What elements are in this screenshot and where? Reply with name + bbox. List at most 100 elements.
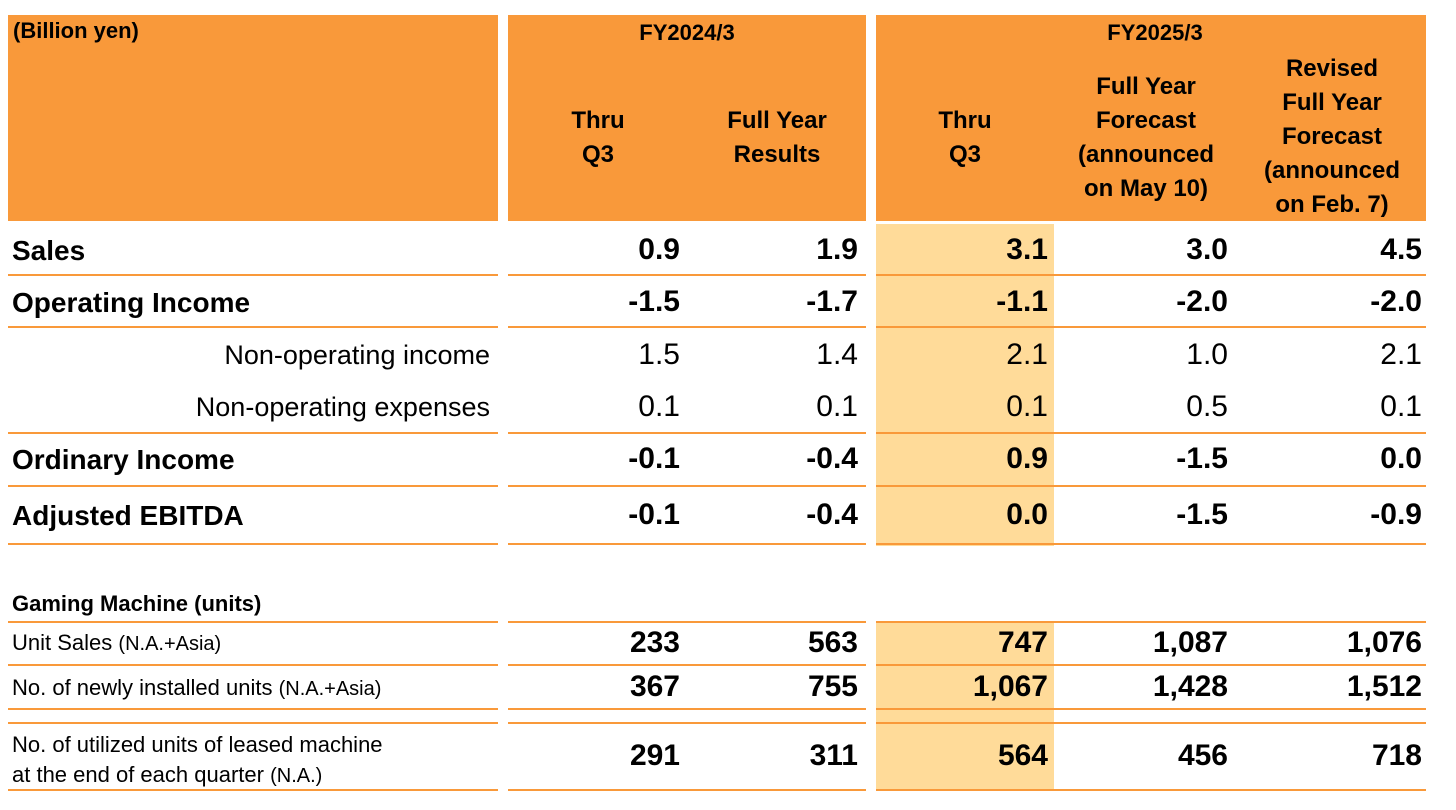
col-header-line: (announced xyxy=(1078,141,1214,168)
cell: 367 xyxy=(629,670,680,703)
cell: 755 xyxy=(807,670,858,703)
col-header-line: on May 10) xyxy=(1083,175,1209,202)
row-divider xyxy=(876,664,1426,666)
row-divider xyxy=(8,789,498,791)
col-header-line: Full Year xyxy=(1282,89,1382,116)
row-divider xyxy=(876,274,1426,276)
cell: 0.9 xyxy=(1006,442,1048,475)
row-label-adjusted-ebitda: Adjusted EBITDA xyxy=(12,500,244,531)
cell: 0.5 xyxy=(1186,390,1228,423)
cell: -2.0 xyxy=(1176,285,1228,318)
col-header-line: Forecast xyxy=(1095,107,1197,134)
header-fy2025-cell xyxy=(876,15,1426,221)
row-divider xyxy=(876,432,1426,434)
label-text: No. of newly installed units xyxy=(12,675,273,700)
cell: 0.1 xyxy=(1380,390,1422,423)
label-note: (N.A.+Asia) xyxy=(118,633,222,655)
cell: 718 xyxy=(1371,739,1422,772)
row-divider xyxy=(8,485,498,487)
cell: 747 xyxy=(997,626,1048,659)
cell: 0.9 xyxy=(638,233,680,266)
col-header-line: (announced xyxy=(1264,157,1400,184)
col-header-line: Full Year xyxy=(727,107,827,134)
row-divider xyxy=(508,485,866,487)
col-header-line: Q3 xyxy=(581,141,614,168)
col-full-year-results: Full Year Results xyxy=(688,104,866,172)
row-divider xyxy=(8,621,498,623)
col-full-year-forecast: Full Year Forecast (announced on May 10) xyxy=(1054,70,1238,206)
cell: 1,087 xyxy=(1152,626,1228,659)
row-label-ordinary-income: Ordinary Income xyxy=(12,444,235,475)
label-text: at the end of each quarter xyxy=(12,762,264,787)
row-divider xyxy=(8,326,498,328)
cell: 1.0 xyxy=(1186,338,1228,371)
col-header-line: Thru xyxy=(938,107,992,134)
cell: 1.9 xyxy=(816,233,858,266)
cell: -1.5 xyxy=(628,285,680,318)
cell: 0.1 xyxy=(1006,390,1048,423)
cell: 311 xyxy=(809,739,858,772)
unit-label: (Billion yen) xyxy=(13,18,139,43)
cell: 1,067 xyxy=(972,670,1048,703)
row-label-non-operating-expenses: Non-operating expenses xyxy=(195,392,490,422)
label-note: (N.A.) xyxy=(270,765,323,787)
cell: 4.5 xyxy=(1380,233,1422,266)
col-header-line: Results xyxy=(733,141,821,168)
row-divider xyxy=(508,432,866,434)
row-divider xyxy=(508,543,866,545)
row-label-newly-installed: No. of newly installed units (N.A.+Asia) xyxy=(12,675,381,701)
row-divider xyxy=(8,432,498,434)
cell: 0.0 xyxy=(1006,498,1048,531)
cell: 0.1 xyxy=(816,390,858,423)
cell: -1.5 xyxy=(1176,442,1228,475)
cell: -0.4 xyxy=(806,498,858,531)
col-header-line: Revised xyxy=(1285,55,1379,82)
row-divider xyxy=(876,708,1426,710)
row-divider xyxy=(876,543,1426,545)
highlight-column-bottom xyxy=(876,622,1054,790)
row-divider xyxy=(508,789,866,791)
row-divider xyxy=(508,708,866,710)
row-label-operating-income: Operating Income xyxy=(12,287,251,318)
cell: 456 xyxy=(1177,739,1228,772)
row-divider xyxy=(876,326,1426,328)
row-divider xyxy=(508,722,866,724)
cell: 1,428 xyxy=(1152,670,1228,703)
cell: 2.1 xyxy=(1380,338,1422,371)
cell: 3.0 xyxy=(1186,233,1228,266)
cell: -0.1 xyxy=(628,442,680,475)
col-header-line: Full Year xyxy=(1096,73,1196,100)
col-header-line: Thru xyxy=(571,107,625,134)
row-divider xyxy=(876,722,1426,724)
header-fy2024-cell xyxy=(508,15,866,221)
row-divider xyxy=(508,621,866,623)
cell: -1.7 xyxy=(806,285,858,318)
label-text: Unit Sales xyxy=(12,630,113,655)
row-divider xyxy=(8,543,498,545)
row-divider xyxy=(508,664,866,666)
gaming-section-title: Gaming Machine (units) xyxy=(12,591,262,616)
cell: -1.5 xyxy=(1176,498,1228,531)
cell: 1.4 xyxy=(816,338,858,371)
row-divider xyxy=(8,722,498,724)
row-divider xyxy=(508,274,866,276)
highlight-column-top xyxy=(876,224,1054,546)
cell: -2.0 xyxy=(1370,285,1422,318)
row-label-utilized-units: No. of utilized units of leased machine … xyxy=(12,730,383,791)
cell: 0.1 xyxy=(638,390,680,423)
row-divider xyxy=(8,274,498,276)
col-thru-q3-2025: Thru Q3 xyxy=(876,104,1054,172)
label-note: (N.A.+Asia) xyxy=(278,678,382,700)
cell: 1,512 xyxy=(1346,670,1422,703)
row-divider xyxy=(8,664,498,666)
row-divider xyxy=(876,621,1426,623)
label-text-line2: at the end of each quarter (N.A.) xyxy=(12,760,383,791)
cell: 564 xyxy=(997,739,1048,772)
col-revised-forecast: Revised Full Year Forecast (announced on… xyxy=(1238,52,1426,222)
cell: 1,076 xyxy=(1346,626,1422,659)
fy2024-label: FY2024/3 xyxy=(639,20,735,45)
cell: 233 xyxy=(629,626,680,659)
cell: 0.0 xyxy=(1380,442,1422,475)
col-header-line: Forecast xyxy=(1281,123,1383,150)
cell: -0.9 xyxy=(1370,498,1422,531)
